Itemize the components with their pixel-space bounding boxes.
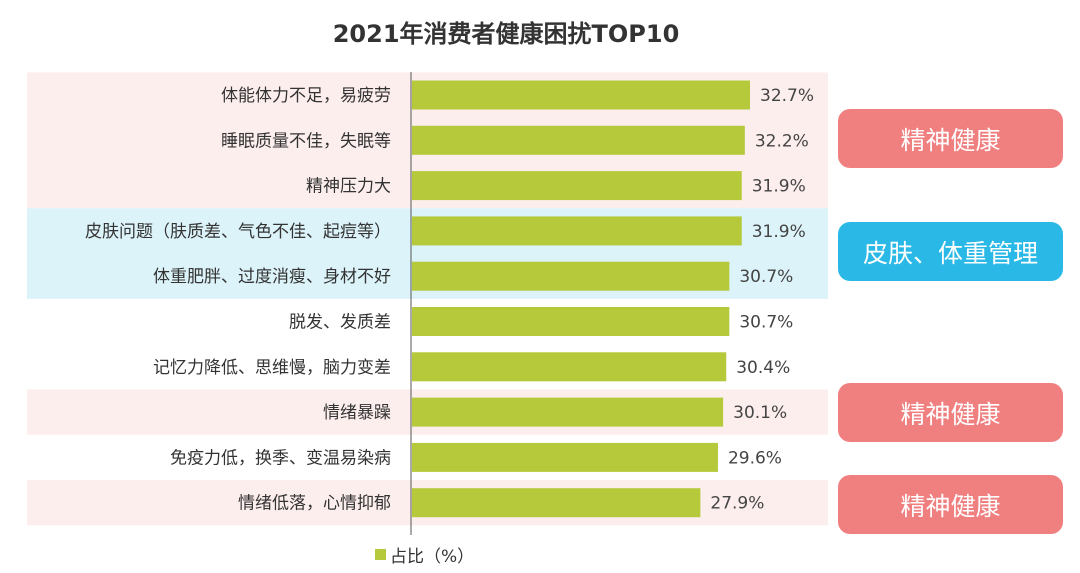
bar [412, 307, 730, 336]
category-tag-mental-health-3: 精神健康 [838, 475, 1063, 534]
category-label: 睡眠质量不佳，失眠等 [221, 131, 391, 151]
category-label: 情绪暴躁 [323, 403, 391, 423]
value-label: 30.7% [739, 267, 793, 287]
bar [412, 171, 742, 201]
bar [412, 397, 724, 427]
legend-label: 占比（%） [390, 546, 475, 567]
chart-title: 2021年消费者健康困扰TOP10 [332, 20, 680, 48]
bar [412, 216, 742, 246]
bar [412, 125, 745, 155]
bar [412, 80, 750, 110]
category-label: 体能体力不足，易疲劳 [221, 86, 391, 106]
value-label: 32.2% [755, 131, 809, 151]
category-label: 精神压力大 [306, 177, 391, 197]
bar [412, 352, 727, 382]
category-tag-mental-health-2: 精神健康 [838, 383, 1063, 442]
value-label: 31.9% [752, 177, 806, 197]
category-tag-mental-health-1: 精神健康 [838, 109, 1063, 168]
category-label: 皮肤问题（肤质差、气色不佳、起痘等） [85, 222, 391, 242]
bar [412, 442, 718, 472]
value-label: 32.7% [760, 86, 814, 106]
value-label: 30.1% [733, 403, 787, 423]
category-label: 情绪低落，心情抑郁 [238, 494, 391, 514]
legend: 占比（%） [375, 542, 475, 567]
value-label: 27.9% [710, 494, 764, 514]
category-label: 免疫力低，换季、变温易染病 [170, 448, 391, 468]
category-tag-skin-weight: 皮肤、体重管理 [838, 222, 1063, 281]
value-label: 29.6% [728, 448, 782, 468]
category-label: 记忆力降低、思维慢，脑力变差 [153, 357, 391, 378]
value-label: 30.7% [739, 313, 793, 333]
bar [412, 488, 701, 518]
category-label: 脱发、发质差 [289, 313, 391, 333]
value-label: 31.9% [752, 222, 806, 242]
bar [412, 261, 730, 291]
value-label: 30.4% [736, 358, 790, 378]
legend-swatch [375, 548, 386, 560]
category-label: 体重肥胖、过度消瘦、身材不好 [153, 267, 391, 287]
